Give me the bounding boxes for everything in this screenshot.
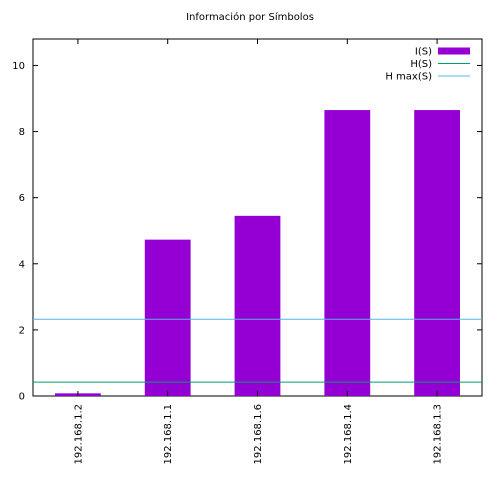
x-tick-label: 192.168.1.3: [433, 404, 444, 464]
legend-label: H(S): [410, 59, 432, 70]
y-tick-label: 0: [19, 392, 25, 403]
y-tick-label: 8: [19, 127, 25, 138]
chart-title: Información por Símbolos: [186, 12, 314, 23]
y-tick-label: 10: [12, 61, 25, 72]
bar: [324, 110, 371, 396]
x-tick-label: 192.168.1.2: [73, 404, 84, 464]
bar: [414, 110, 460, 396]
legend-label: H max(S): [385, 72, 432, 83]
bar: [144, 239, 191, 396]
legend-swatch: [438, 47, 470, 55]
y-tick-label: 4: [19, 259, 25, 270]
legend-label: I(S): [415, 47, 432, 58]
y-tick-label: 2: [19, 325, 25, 336]
x-tick-label: 192.168.1.1: [163, 404, 174, 464]
x-tick-label: 192.168.1.6: [253, 404, 264, 464]
x-tick-label: 192.168.1.4: [343, 404, 354, 464]
bar: [234, 215, 281, 396]
y-tick-label: 6: [19, 193, 25, 204]
